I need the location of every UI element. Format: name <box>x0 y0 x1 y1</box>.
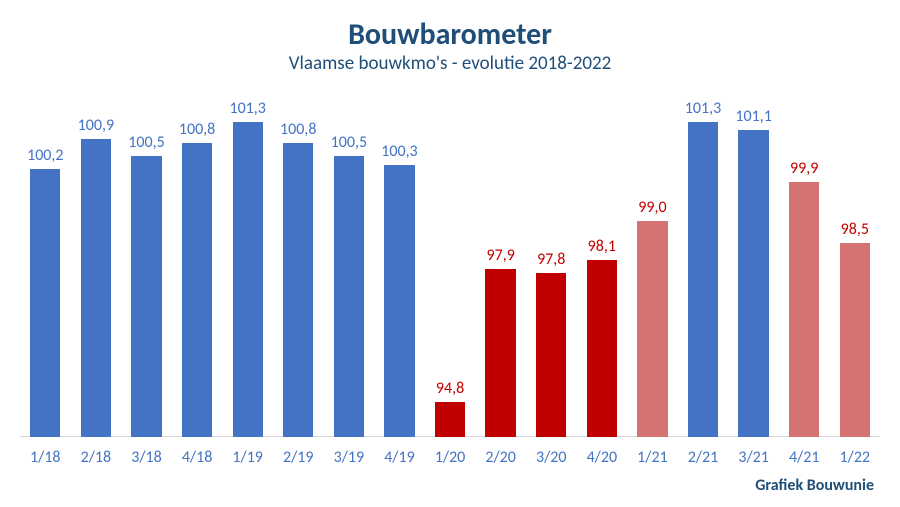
x-axis-tick-label: 1/20 <box>425 448 476 467</box>
bar: 100,5 <box>334 156 364 437</box>
bar-slot: 101,3 <box>222 100 273 437</box>
x-axis-tick-label: 3/21 <box>728 448 779 467</box>
x-axis-tick-label: 1/21 <box>627 448 678 467</box>
bar-slot: 100,8 <box>273 100 324 437</box>
bar-slot: 97,8 <box>526 100 577 437</box>
bar: 97,8 <box>536 273 566 437</box>
bar: 100,8 <box>182 143 212 437</box>
bar-slot: 99,9 <box>779 100 830 437</box>
x-axis-tick-label: 1/19 <box>222 448 273 467</box>
x-axis-tick-label: 2/21 <box>678 448 729 467</box>
bar-slot: 100,8 <box>172 100 223 437</box>
x-axis-tick-label: 4/20 <box>577 448 628 467</box>
bar: 94,8 <box>435 402 465 437</box>
x-axis-tick-label: 2/19 <box>273 448 324 467</box>
bar-slot: 99,0 <box>627 100 678 437</box>
x-axis-tick-label: 3/19 <box>324 448 375 467</box>
bar: 101,3 <box>233 122 263 437</box>
x-axis-tick-label: 2/20 <box>475 448 526 467</box>
bar-slot: 100,9 <box>71 100 122 437</box>
bar: 101,3 <box>688 122 718 437</box>
bar: 100,9 <box>81 139 111 437</box>
x-axis-tick-label: 4/19 <box>374 448 425 467</box>
x-axis-tick-label: 3/20 <box>526 448 577 467</box>
x-axis-tick-label: 4/18 <box>172 448 223 467</box>
x-axis-labels: 1/182/183/184/181/192/193/194/191/202/20… <box>20 448 880 467</box>
bar: 98,1 <box>587 260 617 437</box>
bar-value-label: 98,5 <box>841 220 869 243</box>
bar-chart: Bouwbarometer Vlaamse bouwkmo's - evolut… <box>0 0 900 507</box>
x-axis-tick-label: 4/21 <box>779 448 830 467</box>
bar-slot: 100,5 <box>121 100 172 437</box>
chart-title: Bouwbarometer <box>0 0 900 51</box>
bar-slot: 100,2 <box>20 100 71 437</box>
plot-area: 100,2 100,9 100,5 100,8 101,3 100,8 100,5 100,3… <box>20 100 880 437</box>
bars-container: 100,2 100,9 100,5 100,8 101,3 100,8 100,5 100,3… <box>20 100 880 437</box>
bar-slot: 101,3 <box>678 100 729 437</box>
bar: 101,1 <box>738 130 768 437</box>
bar-slot: 101,1 <box>728 100 779 437</box>
bar-value-label: 100,3 <box>381 142 417 165</box>
bar-value-label: 98,1 <box>588 237 616 260</box>
bar-value-label: 94,8 <box>436 379 464 402</box>
bar-value-label: 101,3 <box>685 99 721 122</box>
bar-value-label: 100,8 <box>280 120 316 143</box>
bar-slot: 98,1 <box>577 100 628 437</box>
bar-slot: 97,9 <box>475 100 526 437</box>
bar-value-label: 100,2 <box>27 146 63 169</box>
bar-value-label: 99,0 <box>638 198 666 221</box>
bar-value-label: 99,9 <box>790 159 818 182</box>
bar-value-label: 101,3 <box>229 99 265 122</box>
bar-slot: 100,5 <box>324 100 375 437</box>
bar: 100,5 <box>131 156 161 437</box>
bar: 99,9 <box>789 182 819 437</box>
bar: 99,0 <box>637 221 667 437</box>
bar-value-label: 100,9 <box>78 116 114 139</box>
bar-value-label: 101,1 <box>735 107 771 130</box>
x-axis-tick-label: 2/18 <box>71 448 122 467</box>
chart-subtitle: Vlaamse bouwkmo's - evolutie 2018-2022 <box>0 51 900 76</box>
bar: 100,8 <box>283 143 313 437</box>
bar: 97,9 <box>485 269 515 438</box>
bar: 100,3 <box>384 165 414 437</box>
bar-value-label: 100,8 <box>179 120 215 143</box>
bar-value-label: 100,5 <box>331 133 367 156</box>
bar: 98,5 <box>840 243 870 437</box>
bar-value-label: 97,8 <box>537 250 565 273</box>
bar-slot: 94,8 <box>425 100 476 437</box>
chart-source-label: Grafiek Bouwunie <box>755 476 874 495</box>
bar-slot: 100,3 <box>374 100 425 437</box>
x-axis-tick-label: 3/18 <box>121 448 172 467</box>
x-axis-tick-label: 1/22 <box>830 448 881 467</box>
bar-value-label: 97,9 <box>486 246 514 269</box>
bar-value-label: 100,5 <box>128 133 164 156</box>
x-axis-tick-label: 1/18 <box>20 448 71 467</box>
bar: 100,2 <box>30 169 60 437</box>
bar-slot: 98,5 <box>830 100 881 437</box>
